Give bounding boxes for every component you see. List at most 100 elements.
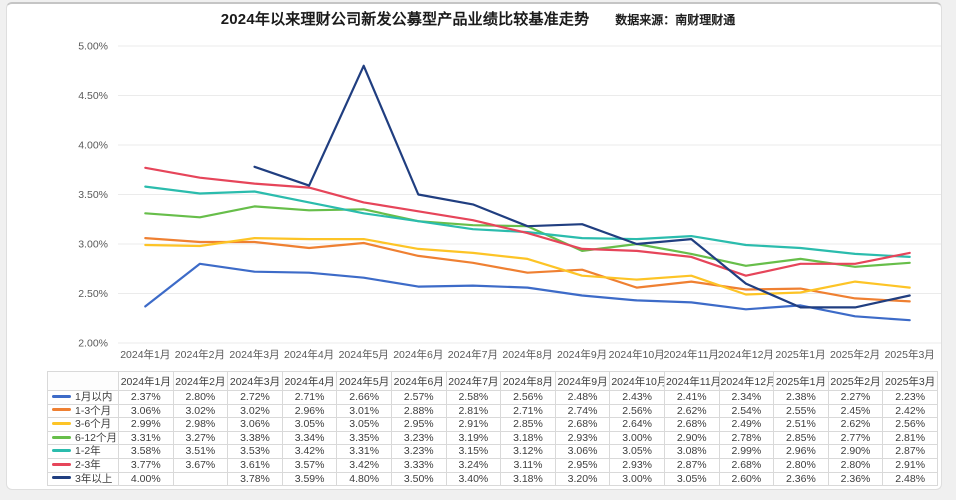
table-column-header: 2024年12月 [718, 371, 775, 391]
legend-cell-1[interactable]: 1-3个月 [47, 403, 119, 419]
series-line-4[interactable] [144, 185, 911, 258]
legend-cell-3[interactable]: 6-12个月 [47, 430, 119, 446]
table-cell: 2.71% [281, 390, 338, 405]
series-line-5[interactable] [144, 166, 911, 277]
table-cell: 3.06% [118, 403, 174, 419]
series-line-2[interactable] [144, 237, 911, 296]
series-name: 1-3个月 [75, 404, 112, 417]
table-column-header: 2024年6月 [390, 371, 447, 391]
x-axis-label: 2025年3月 [885, 348, 935, 361]
table-cell [172, 471, 229, 487]
table-row: 3年以上 4.00% 3.78% 3.59% 4.80% 3.50% 3.40% 3.18% 3… [47, 471, 938, 487]
series-swatch [52, 435, 71, 439]
series-swatch [52, 462, 71, 466]
y-axis-label: 3.00% [78, 239, 108, 251]
table-cell: 2.36% [773, 471, 829, 487]
series-line-1[interactable] [144, 237, 911, 303]
line-chart[interactable]: 5.00% 4.50% 4.00% 3.50% 3.00% 2.50% 2.00% 2024年… [0, 0, 956, 366]
table-cell: 3.20% [554, 471, 611, 487]
table-cell: 2.77% [827, 430, 884, 446]
legend-cell-4[interactable]: 1-2年 [47, 444, 119, 459]
table-cell: 2.80% [773, 457, 829, 473]
table-cell: 2.37% [118, 390, 174, 405]
table-cell: 2.81% [445, 403, 502, 419]
table-cell: 3.57% [281, 457, 338, 473]
table-column-header: 2024年3月 [227, 371, 283, 391]
table-cell: 2.91% [445, 417, 502, 432]
table-cell: 3.33% [390, 457, 447, 473]
table-row: 1月以内 2.37% 2.80% 2.72% 2.71% 2.66% 2.57% 2.58% 2… [47, 390, 938, 405]
table-cell: 2.87% [882, 444, 938, 459]
y-axis-label: 2.00% [78, 338, 108, 350]
table-column-header: 2025年1月 [773, 371, 829, 391]
series-swatch [52, 408, 71, 412]
legend-cell-5[interactable]: 2-3年 [47, 457, 119, 473]
table-cell: 3.42% [336, 457, 392, 473]
series-line-6[interactable] [253, 64, 911, 309]
x-axis-label: 2024年4月 [284, 348, 334, 361]
table-cell: 2.96% [773, 444, 829, 459]
legend-cell-6[interactable]: 3年以上 [47, 471, 119, 487]
table-cell: 2.72% [227, 390, 283, 405]
table-cell: 3.05% [609, 444, 665, 459]
series-name: 2-3年 [75, 458, 101, 471]
table-cell: 3.00% [609, 430, 665, 446]
table-column-header: 2024年1月 [118, 371, 174, 391]
table-column-header: 2024年11月 [663, 371, 720, 391]
table-cell: 3.23% [390, 444, 447, 459]
table-cell: 3.15% [445, 444, 502, 459]
table-cell: 2.49% [718, 417, 775, 432]
series-swatch [52, 476, 71, 480]
table-cell: 3.58% [118, 444, 174, 459]
table-cell: 3.12% [500, 444, 556, 459]
table-cell: 3.77% [118, 457, 174, 473]
table-cell: 2.68% [663, 417, 720, 432]
table-cell: 2.85% [500, 417, 556, 432]
series-name: 1月以内 [75, 391, 113, 403]
table-cell: 2.51% [773, 417, 829, 432]
table-cell: 3.06% [554, 444, 611, 459]
table-cell: 3.59% [281, 471, 338, 487]
table-row: 1-2年 3.58% 3.51% 3.53% 3.42% 3.31% 3.23% 3.15% 3… [47, 444, 938, 459]
table-cell: 3.50% [390, 471, 447, 487]
x-axis-label: 2024年1月 [120, 348, 170, 361]
table-cell: 4.80% [336, 471, 392, 487]
table-header-row: 2024年1月 2024年2月 2024年3月 2024年4月 2024年5月 2024年… [47, 371, 938, 391]
table-cell: 3.05% [281, 417, 338, 432]
table-column-header: 2024年9月 [554, 371, 611, 391]
x-axis-label: 2025年2月 [830, 348, 880, 361]
x-axis-label: 2024年8月 [502, 348, 552, 361]
table-cell: 3.00% [609, 471, 665, 487]
series-line-3[interactable] [144, 205, 911, 268]
table-cell: 3.34% [281, 430, 338, 446]
table-cell: 3.01% [336, 403, 392, 419]
series-line-0[interactable] [144, 262, 911, 322]
chart-header: 2024年以来理财公司新发公募型产品业绩比较基准走势 数据来源：南财理财通 [0, 8, 956, 29]
x-axis-label: 2024年2月 [175, 348, 225, 361]
table-cell: 3.51% [172, 444, 229, 459]
y-axis-label: 3.50% [78, 189, 108, 201]
table-corner-cell [47, 371, 119, 391]
table-cell: 3.19% [445, 430, 502, 446]
table-cell: 2.62% [663, 403, 720, 419]
table-cell: 2.87% [663, 457, 720, 473]
series-name: 1-2年 [75, 445, 101, 458]
table-cell: 2.48% [882, 471, 938, 487]
table-cell: 3.38% [227, 430, 283, 446]
table-cell: 3.05% [663, 471, 720, 487]
table-column-header: 2025年2月 [827, 371, 884, 391]
x-axis-label: 2025年1月 [775, 348, 825, 361]
legend-cell-0[interactable]: 1月以内 [47, 390, 119, 405]
legend-cell-2[interactable]: 3-6个月 [47, 417, 119, 432]
table-cell: 2.81% [882, 430, 938, 446]
table-cell: 3.31% [336, 444, 392, 459]
table-cell: 3.23% [390, 430, 447, 446]
table-cell: 3.05% [336, 417, 392, 432]
table-cell: 3.08% [663, 444, 720, 459]
y-axis-label: 2.50% [78, 288, 108, 300]
table-cell: 2.48% [554, 390, 611, 405]
table-cell: 2.54% [718, 403, 775, 419]
table-cell: 3.78% [227, 471, 283, 487]
table-cell: 2.99% [718, 444, 775, 459]
table-cell: 2.80% [172, 390, 229, 405]
